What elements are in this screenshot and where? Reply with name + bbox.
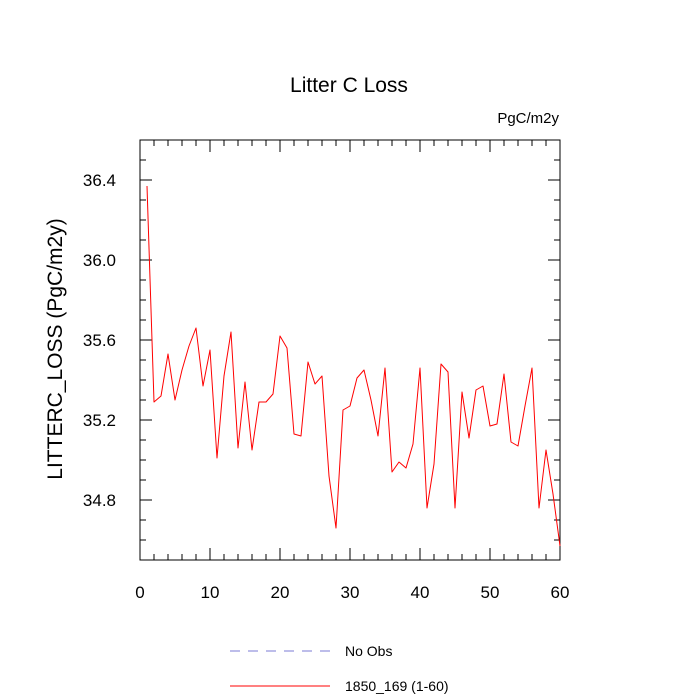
x-tick-label: 50 xyxy=(481,583,500,602)
x-tick-label: 0 xyxy=(135,583,144,602)
y-tick-label: 35.2 xyxy=(83,411,116,430)
x-tick-label: 10 xyxy=(201,583,220,602)
y-tick-label: 35.6 xyxy=(83,331,116,350)
units-label: PgC/m2y xyxy=(497,110,559,127)
axis-ticks xyxy=(139,139,561,561)
series-lines xyxy=(146,185,561,547)
x-tick-label: 40 xyxy=(411,583,430,602)
y-tick-label: 36.0 xyxy=(83,251,116,270)
chart-title: Litter C Loss xyxy=(290,74,408,97)
tick-labels: 0 10 20 30 40 50 60 34.8 35.2 35.6 36.0 36.4 xyxy=(83,171,570,602)
plot-frame xyxy=(139,139,561,561)
y-axis-label: LITTERC_LOSS (PgC/m2y) xyxy=(44,218,67,479)
y-tick-label: 34.8 xyxy=(83,491,116,510)
y-tick-label: 36.4 xyxy=(83,171,116,190)
legend-label: No Obs xyxy=(345,643,392,659)
x-tick-label: 60 xyxy=(551,583,570,602)
series-line xyxy=(146,185,561,547)
legend-label: 1850_169 (1-60) xyxy=(345,678,449,694)
legend: No Obs 1850_169 (1-60) xyxy=(230,643,449,694)
x-tick-label: 20 xyxy=(271,583,290,602)
x-tick-label: 30 xyxy=(341,583,360,602)
